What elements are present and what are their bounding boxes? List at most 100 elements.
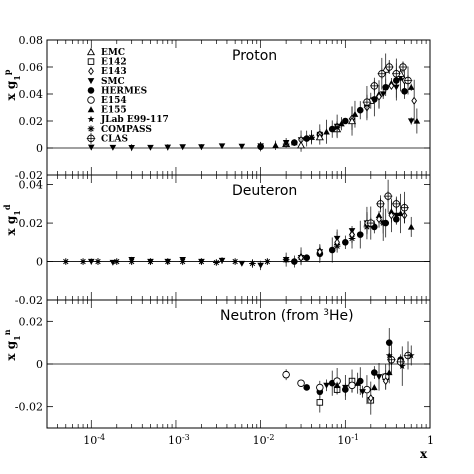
data-point — [231, 258, 239, 265]
data-point — [387, 354, 396, 366]
data-point — [382, 83, 390, 91]
y-tick-label: 0.04 — [19, 179, 44, 192]
data-point — [147, 144, 154, 151]
data-point — [198, 258, 205, 265]
data-point — [371, 384, 378, 391]
data-point — [333, 124, 341, 132]
data-point — [128, 144, 135, 151]
x-tick-label: 10-2 — [253, 433, 275, 448]
legend-marker — [86, 133, 96, 144]
data-point — [323, 128, 330, 135]
data-point — [179, 256, 186, 263]
x-tick-label: 10-3 — [168, 433, 190, 448]
data-point — [367, 394, 374, 403]
y-tick-label: 0.02 — [19, 115, 44, 128]
legend-marker — [87, 78, 95, 85]
data-point — [282, 140, 290, 148]
legend-marker — [87, 58, 95, 65]
y-label-superscript: p — [2, 69, 12, 75]
data-point — [347, 116, 357, 125]
data-point — [388, 211, 395, 220]
data-point — [238, 260, 246, 267]
series-cross-circle — [362, 57, 413, 119]
data-point — [147, 258, 154, 265]
series-triangle-filled — [272, 64, 421, 150]
data-point — [218, 257, 226, 264]
data-point — [249, 260, 256, 267]
data-point — [377, 68, 387, 80]
title-superscript: 3 — [323, 308, 329, 318]
data-point — [238, 143, 246, 150]
y-label-subscript: 1 — [12, 75, 22, 81]
legend-label: HERMES — [101, 86, 147, 96]
x-tick-label: 1 — [427, 434, 434, 447]
legend-label: CLAS — [101, 134, 128, 144]
panel-title: Deuteron — [232, 183, 297, 199]
data-point — [315, 132, 324, 141]
data-point — [382, 376, 389, 386]
data-point — [62, 258, 70, 265]
data-point — [164, 144, 172, 151]
legend-marker — [86, 47, 96, 56]
data-point — [342, 384, 349, 391]
data-point — [407, 223, 415, 230]
data-point — [308, 133, 315, 141]
data-point — [316, 383, 324, 392]
data-point — [407, 351, 415, 359]
data-point — [384, 61, 394, 73]
data-point — [398, 362, 406, 370]
data-point — [282, 370, 290, 379]
data-point — [128, 256, 135, 263]
y-tick-label: 0 — [36, 256, 43, 269]
data-point — [198, 144, 205, 151]
y-label-superscript: n — [2, 329, 12, 335]
data-point — [316, 399, 324, 406]
x-tick-label: 10-1 — [337, 433, 359, 448]
data-point — [291, 258, 298, 265]
legend-label: EMC — [101, 48, 125, 58]
data-point — [400, 202, 409, 213]
data-point — [333, 382, 341, 388]
x-tick-label: 10-4 — [83, 433, 105, 448]
data-point — [375, 374, 383, 381]
legend-label: E143 — [101, 67, 127, 77]
legend-marker — [87, 106, 95, 113]
x-tick-exponent: -3 — [182, 433, 190, 442]
y-tick-label: 0.02 — [19, 217, 44, 230]
y-tick-label: -0.02 — [15, 401, 43, 414]
series-asterisk — [257, 124, 341, 151]
legend-label: JLab E99-117 — [100, 115, 169, 125]
panel-title: Neutron (from 3He) — [220, 308, 354, 324]
panel-title: Proton — [232, 48, 277, 64]
data-point — [213, 259, 220, 266]
data-point — [316, 247, 323, 257]
series-star — [385, 344, 415, 386]
data-point — [366, 217, 376, 229]
data-point — [354, 379, 361, 386]
data-point — [385, 351, 393, 359]
data-point — [383, 190, 393, 202]
data-point — [407, 118, 415, 125]
data-point — [393, 215, 400, 223]
data-point — [298, 253, 304, 262]
data-point — [94, 258, 102, 265]
data-point — [323, 382, 330, 389]
data-point — [376, 92, 382, 101]
y-tick-label: 0.02 — [19, 315, 44, 328]
legend-label: E155 — [101, 106, 127, 116]
legend-marker — [87, 125, 95, 133]
data-point — [359, 389, 366, 396]
data-point — [376, 198, 385, 210]
data-point — [109, 144, 117, 151]
data-point — [87, 144, 95, 151]
data-point — [79, 258, 87, 265]
series-cross-circle — [366, 179, 409, 240]
data-point — [370, 80, 379, 92]
data-point — [272, 142, 279, 148]
data-point — [348, 381, 356, 390]
data-point — [303, 135, 311, 142]
data-point — [328, 246, 336, 254]
data-point — [218, 143, 226, 150]
